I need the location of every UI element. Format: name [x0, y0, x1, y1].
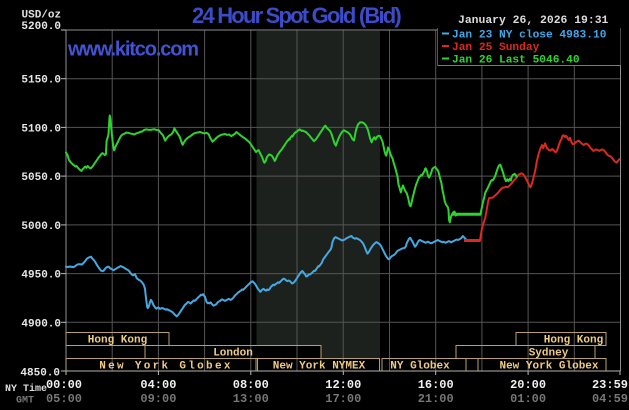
svg-text:Jan 26 Last 5046.40: Jan 26 Last 5046.40: [452, 55, 580, 67]
svg-text:www.kitco.com: www.kitco.com: [67, 39, 198, 61]
svg-text:Jan 23 NY close 4983.10: Jan 23 NY close 4983.10: [452, 30, 607, 42]
svg-text:4850.0: 4850.0: [20, 368, 60, 380]
svg-text:New York NYMEX: New York NYMEX: [273, 360, 366, 372]
svg-text:4950.0: 4950.0: [21, 270, 61, 282]
svg-text:00:00: 00:00: [46, 378, 82, 392]
svg-text:Jan 25 Sunday: Jan 25 Sunday: [452, 42, 540, 54]
svg-text:4900.0: 4900.0: [21, 318, 61, 330]
svg-text:23:59: 23:59: [592, 378, 628, 392]
svg-text:NY Time: NY Time: [5, 383, 47, 395]
svg-text:5200.0: 5200.0: [21, 21, 61, 33]
svg-text:12:00: 12:00: [325, 378, 361, 392]
svg-text:5150.0: 5150.0: [21, 75, 61, 87]
svg-text:05:00: 05:00: [46, 392, 82, 406]
svg-text:New York Globex: New York Globex: [99, 360, 233, 372]
svg-text:Hong Kong: Hong Kong: [88, 335, 147, 347]
svg-text:09:00: 09:00: [140, 392, 176, 406]
svg-text:January 26, 2026 19:31: January 26, 2026 19:31: [458, 15, 609, 27]
svg-text:21:00: 21:00: [418, 392, 454, 406]
svg-text:Sydney: Sydney: [529, 348, 569, 360]
svg-text:USD/oz: USD/oz: [22, 10, 62, 22]
svg-text:Hong Kong: Hong Kong: [544, 335, 603, 347]
svg-text:New York Globex: New York Globex: [499, 360, 598, 372]
svg-text:17:00: 17:00: [325, 392, 361, 406]
svg-text:London: London: [213, 348, 253, 360]
svg-text:08:00: 08:00: [233, 378, 269, 392]
svg-text:24 Hour Spot Gold (Bid): 24 Hour Spot Gold (Bid): [192, 3, 401, 28]
svg-text:5050.0: 5050.0: [21, 172, 61, 184]
svg-text:04:59: 04:59: [592, 392, 628, 406]
svg-text:04:00: 04:00: [140, 378, 176, 392]
svg-text:5100.0: 5100.0: [21, 123, 61, 135]
svg-text:13:00: 13:00: [233, 392, 269, 406]
svg-text:NY Globex: NY Globex: [390, 360, 450, 372]
svg-text:GMT: GMT: [16, 396, 34, 407]
svg-text:5000.0: 5000.0: [21, 221, 61, 233]
svg-text:16:00: 16:00: [418, 378, 454, 392]
svg-text:01:00: 01:00: [510, 392, 546, 406]
svg-text:20:00: 20:00: [510, 378, 546, 392]
